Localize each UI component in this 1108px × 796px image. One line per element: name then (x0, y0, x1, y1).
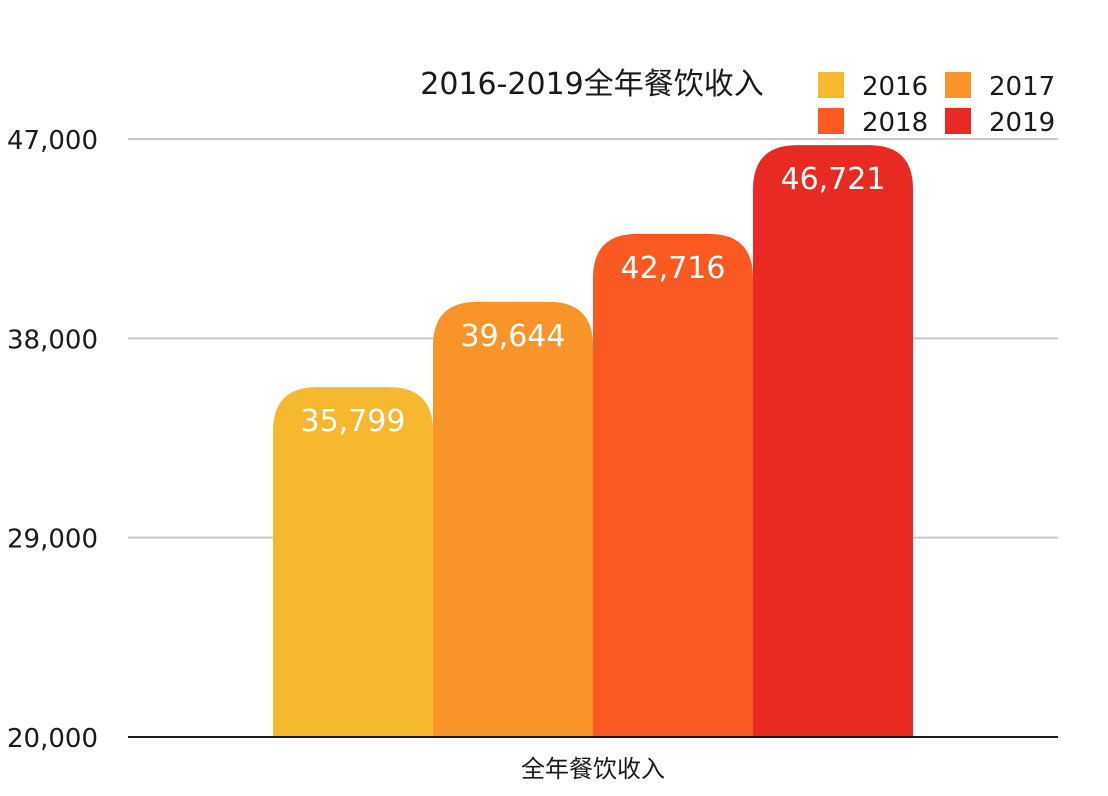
legend-label-2019: 2019 (989, 108, 1055, 138)
bar-2018 (593, 233, 753, 737)
y-tick-label: 29,000 (7, 525, 98, 555)
data-label-2019: 46,721 (781, 162, 886, 197)
legend-swatch-2018 (818, 108, 844, 134)
y-tick-label: 20,000 (7, 724, 98, 754)
data-labels: 35,799 39,644 42,716 46,721 (301, 162, 886, 439)
legend-label-2018: 2018 (862, 108, 928, 138)
legend-label-2017: 2017 (989, 72, 1055, 102)
bar-2019 (753, 145, 913, 738)
legend: 2016 2017 2018 2019 (818, 72, 1055, 138)
y-tick-label: 47,000 (7, 126, 98, 156)
x-axis: 全年餐饮收入 (128, 736, 1058, 783)
bar-2017 (433, 301, 593, 737)
data-label-2017: 39,644 (461, 319, 566, 354)
data-label-2018: 42,716 (621, 251, 726, 286)
legend-swatch-2016 (818, 72, 844, 98)
x-category-label: 全年餐饮收入 (521, 755, 665, 783)
y-tick-label: 38,000 (7, 325, 98, 355)
chart-title: 2016-2019全年餐饮收入 (420, 67, 764, 102)
data-label-2016: 35,799 (301, 404, 406, 439)
legend-label-2016: 2016 (862, 72, 928, 102)
bars (273, 145, 913, 738)
legend-swatch-2017 (945, 72, 971, 98)
y-axis: 20,000 29,000 38,000 47,000 (7, 126, 98, 754)
bar-2016 (273, 387, 433, 737)
legend-swatch-2019 (945, 108, 971, 134)
